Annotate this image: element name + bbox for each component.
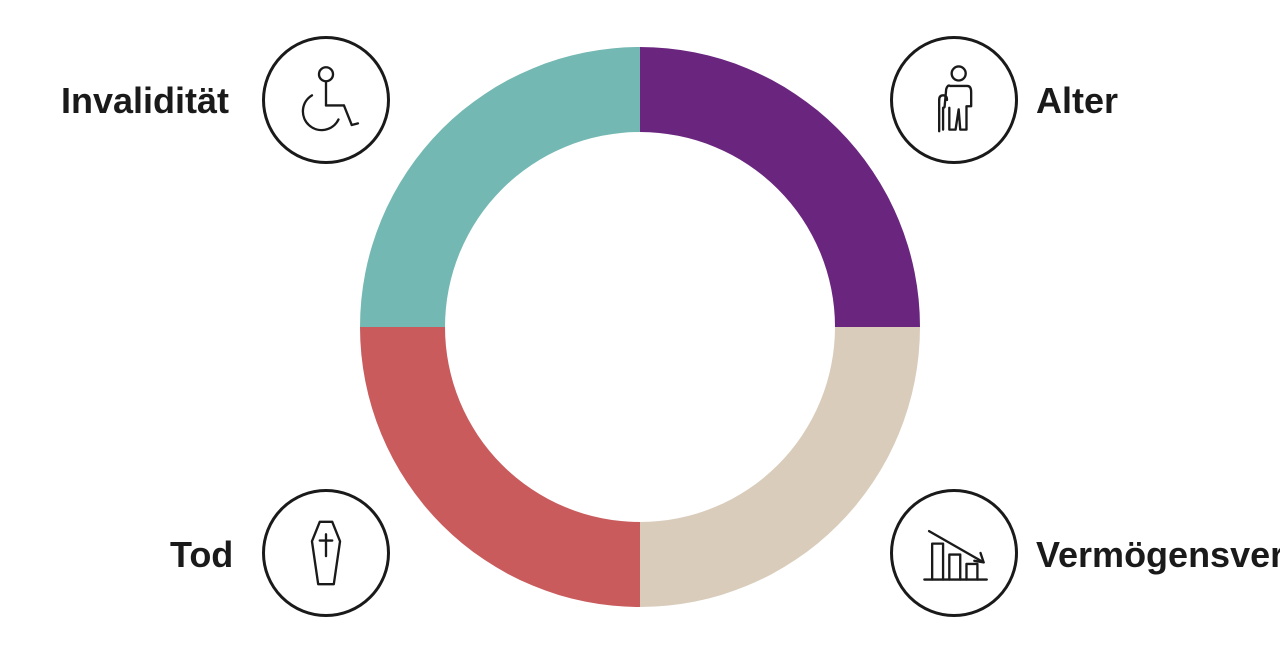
vermoegensverlust-label: Vermögensverlust — [1036, 534, 1280, 576]
donut-segment-invaliditaet — [360, 47, 640, 327]
tod-label: Tod — [170, 534, 233, 576]
invaliditaet-icon-bubble — [262, 36, 390, 164]
donut-segment-tod — [360, 327, 640, 607]
vermoegensverlust-icon-bubble — [890, 489, 1018, 617]
wheelchair-icon — [287, 61, 365, 139]
diagram-stage: Invalidität Alter Tod Vermögensverlust — [0, 0, 1280, 649]
donut-segment-vermoegen — [640, 327, 920, 607]
coffin-icon — [287, 514, 365, 592]
invaliditaet-label: Invalidität — [61, 80, 229, 122]
elderly-person-icon — [915, 61, 993, 139]
donut-segment-alter — [640, 47, 920, 327]
alter-label: Alter — [1036, 80, 1118, 122]
declining-chart-icon — [915, 514, 993, 592]
tod-icon-bubble — [262, 489, 390, 617]
alter-icon-bubble — [890, 36, 1018, 164]
